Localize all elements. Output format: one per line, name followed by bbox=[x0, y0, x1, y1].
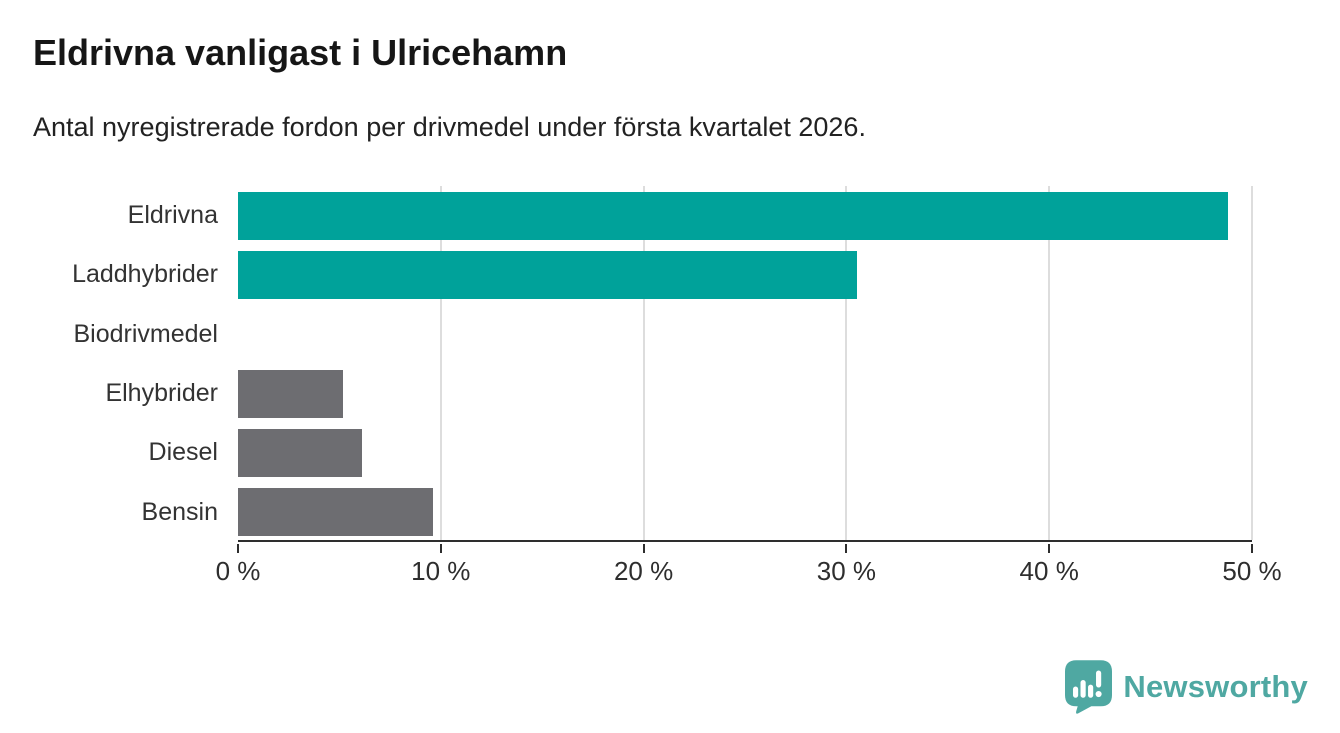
gridline bbox=[845, 186, 848, 540]
x-axis: 0 % 10 % 20 % 30 % 40 % 50 % bbox=[216, 542, 1282, 592]
gridline bbox=[1048, 186, 1051, 540]
logo-exclamation-stem bbox=[1096, 670, 1102, 688]
chart-title: Eldrivna vanligast i Ulricehamn bbox=[33, 32, 568, 73]
bar-chart-plot-area bbox=[238, 186, 1253, 542]
x-axis-tick bbox=[642, 544, 645, 553]
x-axis-tick-label: 40 % bbox=[1019, 556, 1079, 586]
gridline bbox=[1251, 186, 1253, 540]
newsworthy-logo-icon bbox=[1065, 660, 1113, 714]
gridline bbox=[642, 186, 645, 540]
logo-bar-1 bbox=[1073, 686, 1079, 698]
category-label: Elhybrider bbox=[105, 379, 218, 408]
category-label: Eldrivna bbox=[127, 201, 218, 230]
logo-bar-2 bbox=[1080, 679, 1087, 698]
logo-bar-3 bbox=[1088, 684, 1094, 698]
brand-name: Newsworthy bbox=[1123, 669, 1308, 704]
x-axis-tick-label: 0 % bbox=[215, 556, 261, 586]
x-axis-tick-label: 10 % bbox=[411, 556, 471, 586]
x-axis-tick bbox=[439, 544, 442, 553]
category-label: Laddhybrider bbox=[72, 260, 218, 289]
bar-laddhybrider bbox=[238, 251, 857, 299]
gridline bbox=[439, 186, 442, 540]
x-axis-tick bbox=[845, 544, 848, 553]
category-label: Diesel bbox=[148, 438, 218, 467]
category-label: Biodrivmedel bbox=[73, 319, 218, 348]
bar-elhybrider bbox=[238, 369, 344, 418]
category-axis: Eldrivna Laddhybrider Biodrivmedel Elhybrid… bbox=[0, 186, 228, 542]
bar-bensin bbox=[238, 488, 433, 537]
x-axis-tick bbox=[1048, 544, 1051, 553]
brand-footer: Newsworthy bbox=[1065, 656, 1308, 718]
bar-diesel bbox=[238, 429, 362, 477]
x-axis-tick-label: 30 % bbox=[816, 556, 877, 586]
x-axis-tick-label: 20 % bbox=[613, 556, 674, 586]
bar-eldrivna bbox=[238, 191, 1228, 240]
chart-subtitle: Antal nyregistrerade fordon per drivmede… bbox=[33, 112, 866, 142]
category-label: Bensin bbox=[141, 497, 218, 526]
logo-exclamation-dot bbox=[1095, 690, 1103, 698]
x-axis-tick bbox=[1251, 544, 1253, 553]
x-axis-tick-label: 50 % bbox=[1222, 556, 1282, 586]
x-axis-tick bbox=[237, 544, 239, 553]
